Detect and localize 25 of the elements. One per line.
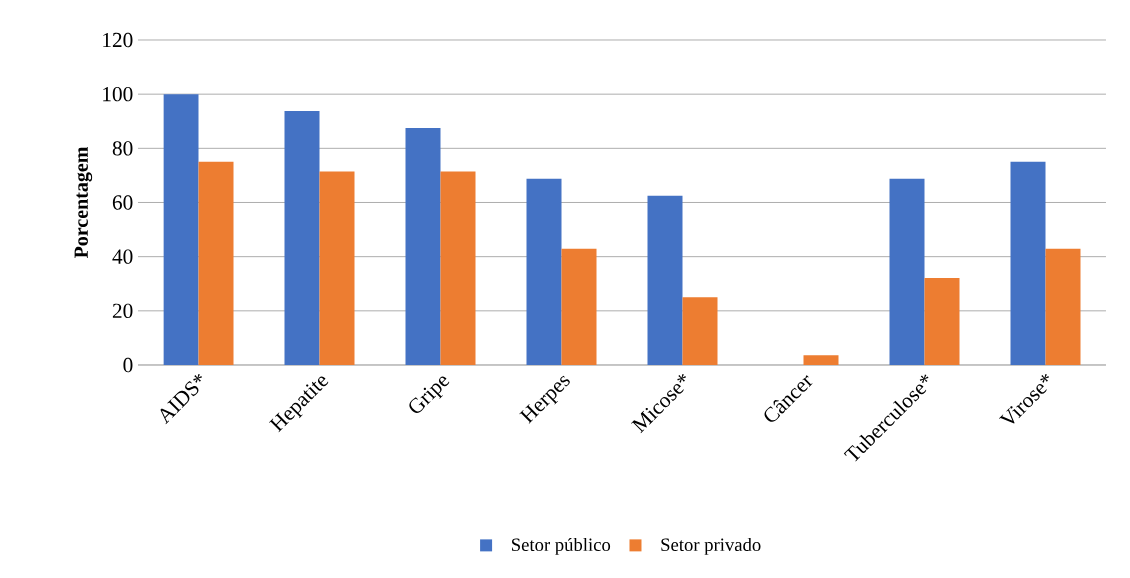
bar [319,171,355,365]
y-tick-label: 0 [123,357,133,373]
bar [440,171,476,365]
y-axis-title: Porcentagem [74,146,93,259]
y-tick-label: 20 [112,303,133,319]
y-tick-label: 40 [112,249,133,264]
bar [889,178,925,365]
legend-label: Setor público [512,537,611,555]
bar [284,110,320,365]
bar [198,161,234,365]
bar [526,178,562,365]
bar [405,128,441,365]
bar [682,297,718,365]
bar [924,278,960,365]
y-tick-label: 120 [103,32,133,48]
y-tick-label: 60 [112,195,133,210]
bar [647,195,683,365]
bar [1010,161,1046,365]
y-tick-label: 80 [112,141,133,156]
y-tick-label: 100 [103,86,133,102]
bar [1045,248,1081,365]
bar [561,248,597,365]
legend-label: Setor privado [661,537,761,555]
bar [163,94,199,365]
bar [803,355,839,365]
